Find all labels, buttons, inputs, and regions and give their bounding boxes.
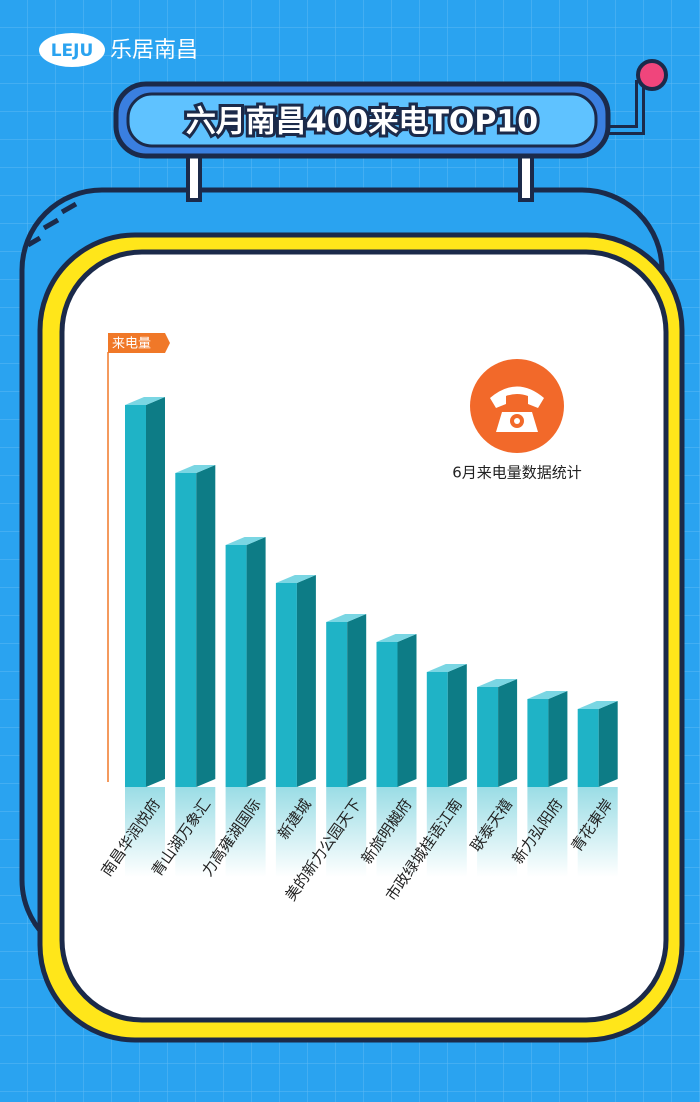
bar [477,679,518,787]
phone-icon [470,359,564,453]
bar-top [275,575,316,583]
bar-front [426,672,448,787]
bar-reflection [376,787,417,877]
bar-side [397,634,417,787]
bar-reflection [326,787,367,877]
bar-side [196,465,216,787]
bar-side [598,701,618,787]
bar [125,397,165,787]
bar-side [146,397,165,787]
bar [175,465,216,787]
bar-reflection [275,787,316,877]
bar [426,664,467,787]
bar-reflection [477,787,518,877]
bar-reflection [225,787,266,877]
bar [577,701,618,787]
bar-front [477,687,499,787]
bar [326,614,367,787]
bar [376,634,417,787]
bar-top [477,679,518,687]
bar [225,537,266,787]
bar-top [125,397,165,405]
bar-top [426,664,467,672]
sign-inner [126,92,598,148]
bar-front [125,405,146,787]
bar-top [527,691,568,699]
bar-side [447,664,467,787]
bar-reflection [175,787,216,877]
chart-title: 六月南昌400来电TOP10 [186,105,538,140]
bar-top [175,465,216,473]
y-label-tag [108,333,170,353]
bar-reflection [527,787,568,877]
bar-reflection [577,787,618,877]
bar-side [296,575,316,787]
annotation: 6月来电量数据统计 [452,464,582,482]
sign-arm [605,80,642,132]
y-axis-label: 来电量 [112,337,151,352]
bar-side [246,537,266,787]
bar-top [225,537,266,545]
brand-name: 乐居南昌 [110,38,198,63]
bar [275,575,316,787]
bar-front [577,709,599,787]
board-marks [26,201,78,248]
bar-front [527,699,549,787]
bar-side [347,614,367,787]
bar-front [376,642,398,787]
bar-top [376,634,417,642]
bar-reflection [125,787,165,877]
logo: LEJU 乐居南昌 [39,33,198,67]
bar-top [577,701,618,709]
logo-text: LEJU [51,41,94,61]
bar [527,691,568,787]
bar-top [326,614,367,622]
bar-front [275,583,297,787]
bar-reflection [426,787,467,877]
bar-front [175,473,197,787]
bar-side [548,691,568,787]
sign-knob [636,59,668,91]
bar-front [225,545,247,787]
bar-side [498,679,518,787]
bar-front [326,622,348,787]
